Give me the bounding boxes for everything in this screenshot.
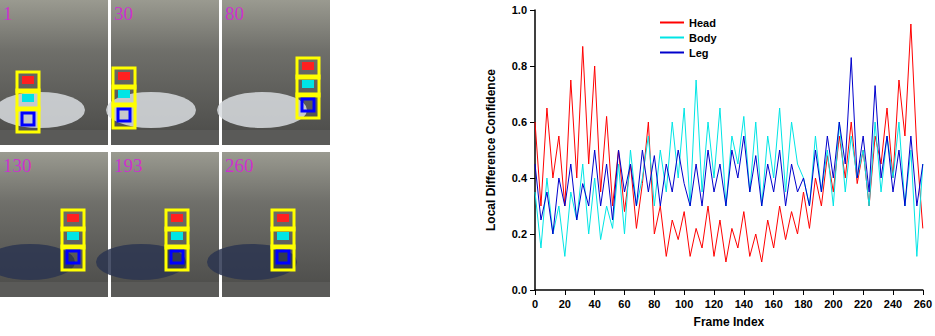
svg-text:1: 1 <box>3 3 13 24</box>
svg-text:Leg: Leg <box>689 47 709 59</box>
svg-text:240: 240 <box>884 298 902 310</box>
svg-text:20: 20 <box>559 298 571 310</box>
svg-text:40: 40 <box>589 298 601 310</box>
svg-text:160: 160 <box>764 298 782 310</box>
svg-text:Frame Index: Frame Index <box>694 315 765 329</box>
svg-text:193: 193 <box>114 155 143 176</box>
svg-text:120: 120 <box>705 298 723 310</box>
svg-text:Head: Head <box>689 17 716 29</box>
svg-text:200: 200 <box>824 298 842 310</box>
svg-text:0: 0 <box>532 298 538 310</box>
svg-text:30: 30 <box>114 3 133 24</box>
svg-text:130: 130 <box>3 155 32 176</box>
svg-text:0.6: 0.6 <box>512 116 527 128</box>
svg-text:80: 80 <box>648 298 660 310</box>
svg-text:0.2: 0.2 <box>512 228 527 240</box>
svg-text:Body: Body <box>689 32 717 44</box>
svg-text:180: 180 <box>794 298 812 310</box>
svg-text:0.4: 0.4 <box>512 172 528 184</box>
svg-text:220: 220 <box>854 298 872 310</box>
svg-text:0.0: 0.0 <box>512 284 527 296</box>
svg-text:260: 260 <box>225 155 254 176</box>
svg-text:Local Difference Confidence: Local Difference Confidence <box>484 69 498 231</box>
svg-text:60: 60 <box>618 298 630 310</box>
svg-text:100: 100 <box>675 298 693 310</box>
svg-text:80: 80 <box>225 3 244 24</box>
svg-text:1.0: 1.0 <box>512 4 527 16</box>
svg-text:0.8: 0.8 <box>512 60 527 72</box>
svg-text:140: 140 <box>735 298 753 310</box>
svg-text:260: 260 <box>914 298 932 310</box>
